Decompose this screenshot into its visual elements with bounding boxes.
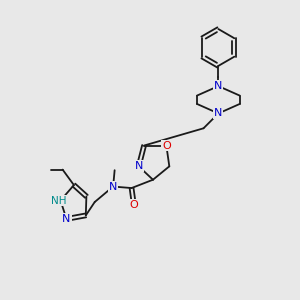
Text: N: N <box>214 81 223 91</box>
Text: O: O <box>162 140 171 151</box>
Text: N: N <box>109 182 117 192</box>
Text: N: N <box>62 214 71 224</box>
Text: NH: NH <box>51 196 67 206</box>
Text: N: N <box>134 161 143 171</box>
Text: O: O <box>130 200 138 210</box>
Text: N: N <box>214 108 223 118</box>
